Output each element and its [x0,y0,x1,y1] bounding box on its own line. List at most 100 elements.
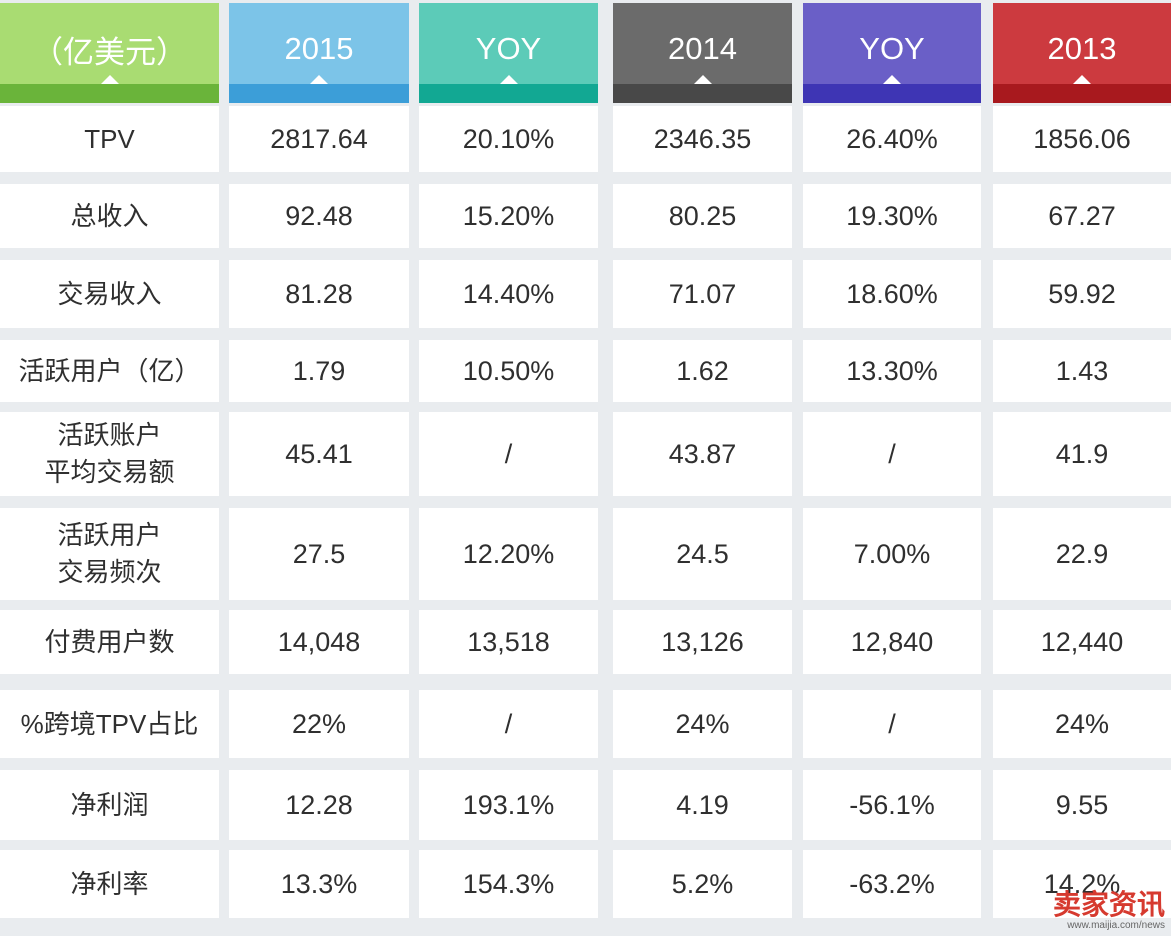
value-cell: 12,440 [993,610,1171,674]
column-header-label: 2013 [1047,31,1117,66]
value-cell: / [803,690,981,758]
value-text: 18.60% [846,278,938,309]
row-label: 活跃用户（亿） [18,355,201,386]
value-cell: 20.10% [419,106,598,172]
value-text: 12.28 [285,789,353,820]
value-cell: / [419,690,598,758]
row-label: 净利率 [70,868,149,899]
row-label: 付费用户数 [44,626,175,657]
header-accent-bar [993,75,1171,103]
header-accent-bar [0,75,219,103]
value-text: 41.9 [1055,438,1109,469]
value-text: / [504,708,513,739]
value-text: 27.5 [292,538,346,569]
value-cell: -56.1% [803,770,981,840]
row-label: %跨境TPV占比 [20,708,199,739]
value-cell: 2817.64 [229,106,409,172]
value-text: 19.30% [846,200,938,231]
watermark-url: www.maijia.com/news [1067,920,1165,931]
value-text: 81.28 [285,278,353,309]
row-label-cell: 活跃账户 平均交易额 [0,412,219,496]
column-header-3: 2014 [613,3,792,103]
value-cell: 14.40% [419,260,598,328]
value-cell: 45.41 [229,412,409,496]
value-cell: 18.60% [803,260,981,328]
value-cell: 71.07 [613,260,792,328]
value-cell: 13,518 [419,610,598,674]
value-cell: 14.2% [993,850,1171,918]
value-cell: 12,840 [803,610,981,674]
header-unit-label: （亿美元） [32,34,187,70]
value-cell: 15.20% [419,184,598,248]
row-label-cell: 总收入 [0,184,219,248]
value-cell: 154.3% [419,850,598,918]
value-text: 12.20% [462,538,555,569]
value-cell: 19.30% [803,184,981,248]
header-accent-bar [803,75,981,103]
value-text: -56.1% [849,789,935,820]
column-header-label: 2014 [668,31,737,66]
row-label-cell: 净利率 [0,850,219,918]
value-text: 7.00% [853,538,931,569]
value-text: 1.62 [676,355,729,386]
row-label: 总收入 [70,200,149,231]
value-text: 24.5 [676,538,729,569]
value-cell: 13,126 [613,610,792,674]
value-cell: 12.20% [419,508,598,600]
value-cell: / [803,412,981,496]
value-cell: 24% [613,690,792,758]
header-unit-cell: （亿美元） [0,3,219,103]
row-label: 交易频次 [57,557,162,587]
value-cell: 22% [229,690,409,758]
row-label-cell: 活跃用户（亿） [0,340,219,402]
row-label-cell: 付费用户数 [0,610,219,674]
value-text: 1856.06 [1033,123,1131,154]
value-text: / [888,708,896,739]
value-cell: 27.5 [229,508,409,600]
value-cell: / [419,412,598,496]
value-cell: 7.00% [803,508,981,600]
value-text: 14.2% [1043,868,1121,899]
value-cell: 92.48 [229,184,409,248]
value-text: 45.41 [285,438,353,469]
value-text: 154.3% [462,868,555,899]
watermark-brand: 卖家资讯 [1052,889,1165,920]
column-header-1: 2015 [229,3,409,103]
row-label-cell: %跨境TPV占比 [0,690,219,758]
value-text: 15.20% [462,200,555,231]
column-header-label: YOY [859,31,925,66]
column-header-label: 2015 [284,31,354,66]
value-text: 1.79 [292,355,346,386]
value-text: 5.2% [671,868,734,899]
value-text: 13.30% [846,355,938,386]
value-text: 59.92 [1048,278,1116,309]
value-text: 24% [675,708,730,739]
value-text: 80.25 [668,200,737,231]
value-cell: 10.50% [419,340,598,402]
value-text: 22.9 [1055,538,1109,569]
value-cell: 1.43 [993,340,1171,402]
column-header-5: 2013 [993,3,1171,103]
value-text: 71.07 [668,278,737,309]
value-text: 92.48 [285,200,353,231]
value-text: 4.19 [676,789,729,820]
value-text: 22% [291,708,347,739]
row-label: 平均交易额 [44,457,175,487]
value-text: 2346.35 [653,123,752,154]
value-cell: 9.55 [993,770,1171,840]
value-cell: 43.87 [613,412,792,496]
row-label-cell: 净利润 [0,770,219,840]
value-cell: 1856.06 [993,106,1171,172]
value-cell: 193.1% [419,770,598,840]
value-cell: 1.62 [613,340,792,402]
value-text: 12,840 [850,626,934,657]
value-text: 67.27 [1048,200,1116,231]
value-cell: 14,048 [229,610,409,674]
value-text: -63.2% [849,868,935,899]
row-label-cell: TPV [0,106,219,172]
value-cell: 13.3% [229,850,409,918]
value-cell: 59.92 [993,260,1171,328]
value-cell: 67.27 [993,184,1171,248]
value-text: 9.55 [1055,789,1109,820]
